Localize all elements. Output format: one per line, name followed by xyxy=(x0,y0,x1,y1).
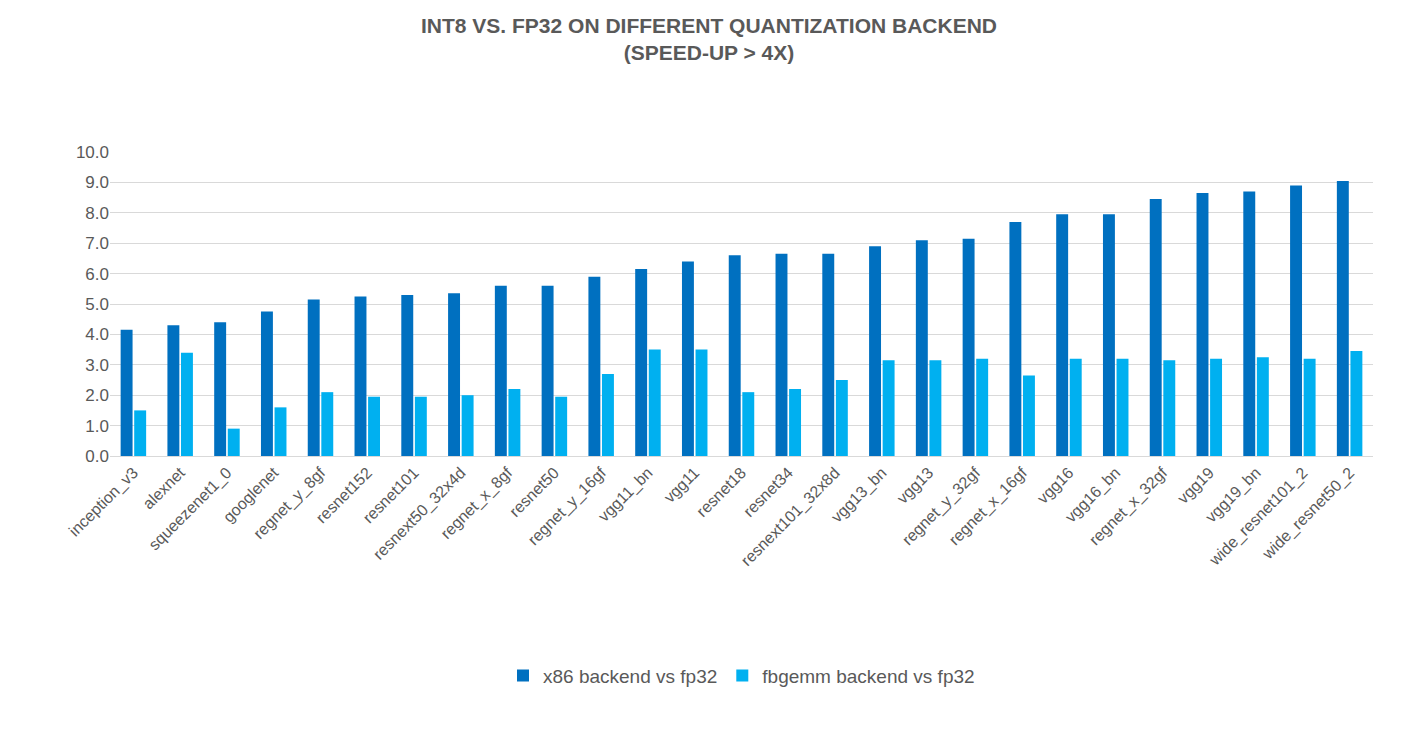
svg-text:regnet_x_16gf: regnet_x_16gf xyxy=(946,464,1031,549)
svg-text:0.0: 0.0 xyxy=(85,447,109,466)
svg-text:vgg11_bn: vgg11_bn xyxy=(595,464,657,526)
svg-text:4.0: 4.0 xyxy=(85,325,109,344)
svg-text:5.0: 5.0 xyxy=(85,295,109,314)
svg-text:squeezenet1_0: squeezenet1_0 xyxy=(145,464,235,554)
svg-text:7.0: 7.0 xyxy=(85,234,109,253)
svg-text:resnext50_32x4d: resnext50_32x4d xyxy=(370,464,470,564)
svg-text:vgg19: vgg19 xyxy=(1174,464,1217,507)
svg-text:vgg16_bn: vgg16_bn xyxy=(1062,464,1124,526)
svg-text:x86 backend vs fp32: x86 backend vs fp32 xyxy=(543,666,717,687)
svg-text:inception_v3: inception_v3 xyxy=(66,464,142,540)
svg-text:1.0: 1.0 xyxy=(85,417,109,436)
svg-text:INT8 VS. FP32 ON DIFFERENT QUA: INT8 VS. FP32 ON DIFFERENT QUANTIZATION … xyxy=(421,14,997,64)
svg-text:6.0: 6.0 xyxy=(85,265,109,284)
svg-text:vgg13_bn: vgg13_bn xyxy=(828,464,890,526)
svg-text:2.0: 2.0 xyxy=(85,386,109,405)
svg-text:resnet34: resnet34 xyxy=(740,464,796,520)
svg-text:10.0: 10.0 xyxy=(76,143,109,162)
svg-text:regnet_y_16gf: regnet_y_16gf xyxy=(525,464,610,549)
svg-text:vgg11: vgg11 xyxy=(660,464,702,506)
svg-text:regnet_x_8gf: regnet_x_8gf xyxy=(437,464,516,543)
svg-text:3.0: 3.0 xyxy=(85,356,109,375)
svg-text:wide_resnet50_2: wide_resnet50_2 xyxy=(1258,464,1358,564)
svg-text:resnet101: resnet101 xyxy=(359,464,421,526)
svg-text:resnext101_32x8d: resnext101_32x8d xyxy=(738,464,844,570)
svg-text:resnet152: resnet152 xyxy=(313,464,375,526)
svg-text:alexnet: alexnet xyxy=(139,464,188,513)
svg-text:googlenet: googlenet xyxy=(220,464,282,526)
svg-text:resnet18: resnet18 xyxy=(693,464,749,520)
svg-text:regnet_x_32gf: regnet_x_32gf xyxy=(1086,464,1171,549)
svg-text:9.0: 9.0 xyxy=(85,173,109,192)
svg-text:wide_resnet101_2: wide_resnet101_2 xyxy=(1205,464,1311,570)
svg-text:vgg16: vgg16 xyxy=(1034,464,1077,507)
svg-text:vgg19_bn: vgg19_bn xyxy=(1202,464,1264,526)
svg-text:8.0: 8.0 xyxy=(85,204,109,223)
svg-text:regnet_y_8gf: regnet_y_8gf xyxy=(250,464,329,543)
svg-text:regnet_y_32gf: regnet_y_32gf xyxy=(899,464,984,549)
svg-text:vgg13: vgg13 xyxy=(894,464,937,507)
svg-text:resnet50: resnet50 xyxy=(506,464,562,520)
svg-text:fbgemm backend vs fp32: fbgemm backend vs fp32 xyxy=(762,666,974,687)
